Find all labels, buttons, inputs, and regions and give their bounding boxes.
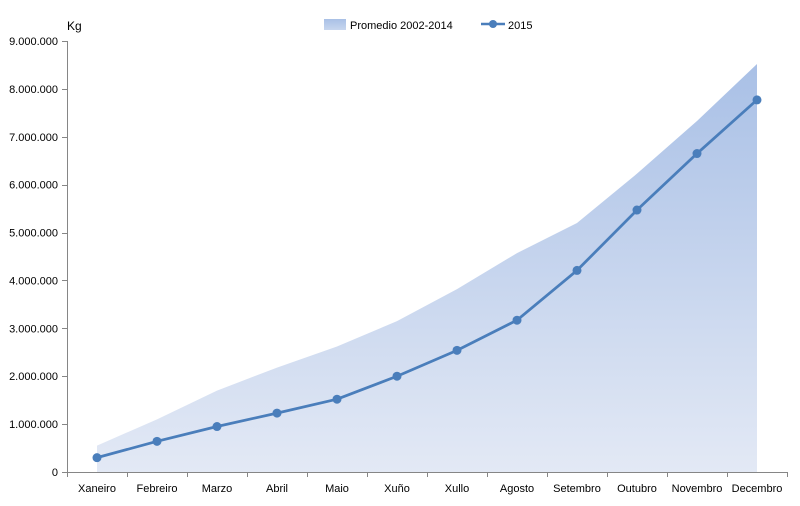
marker-2015	[452, 345, 462, 355]
marker-2015	[332, 394, 342, 404]
marker-2015	[692, 149, 702, 159]
y-tick-label: 4.000.000	[9, 275, 58, 287]
y-tick-label: 7.000.000	[9, 132, 58, 144]
marker-2015	[272, 408, 282, 418]
legend-swatch-promedio	[324, 19, 346, 30]
y-axis: 0 1.000.000 2.000.000 3.000.000 4.000.000 5.0…	[9, 36, 68, 479]
legend-label-2015: 2015	[508, 20, 532, 32]
x-tick-label: Abril	[266, 483, 288, 495]
plot-area	[97, 63, 757, 473]
x-axis: Xaneiro Febreiro Marzo Abril Maio Xuño Xullo Ag…	[67, 472, 788, 495]
marker-2015	[92, 453, 102, 463]
y-tick-label: 2.000.000	[9, 371, 58, 383]
marker-2015	[572, 265, 582, 275]
x-tick-label: Maio	[325, 483, 349, 495]
x-tick-label: Novembro	[672, 483, 723, 495]
line-2015	[96, 98, 758, 459]
x-tick-label: Decembro	[732, 483, 783, 495]
x-tick-label: Febreiro	[137, 483, 178, 495]
x-tick-label: Xullo	[445, 483, 469, 495]
area-promedio	[97, 63, 757, 473]
y-tick-label: 6.000.000	[9, 180, 58, 192]
x-tick-label: Agosto	[500, 483, 534, 495]
y-tick-label: 1.000.000	[9, 419, 58, 431]
y-tick-label: 8.000.000	[9, 84, 58, 96]
marker-2015	[752, 95, 762, 105]
marker-2015	[152, 436, 162, 446]
x-tick-label: Outubro	[617, 483, 657, 495]
marker-2015	[512, 315, 522, 325]
y-axis-unit-label: Kg	[67, 19, 82, 33]
legend-swatch-2015-marker	[489, 20, 497, 28]
x-tick-label: Setembro	[553, 483, 601, 495]
x-tick-label: Xuño	[384, 483, 410, 495]
y-tick-label: 9.000.000	[9, 36, 58, 48]
y-tick-label: 0	[52, 467, 58, 479]
marker-2015	[392, 371, 402, 381]
series-2015	[92, 95, 762, 463]
y-tick-label: 5.000.000	[9, 228, 58, 240]
marker-2015	[632, 205, 642, 215]
marker-2015	[212, 422, 222, 432]
x-tick-label: Marzo	[202, 483, 233, 495]
x-tick-label: Xaneiro	[78, 483, 116, 495]
legend-label-promedio: Promedio 2002-2014	[350, 20, 453, 32]
y-tick-label: 3.000.000	[9, 323, 58, 335]
legend: Promedio 2002-2014 2015	[324, 19, 532, 32]
